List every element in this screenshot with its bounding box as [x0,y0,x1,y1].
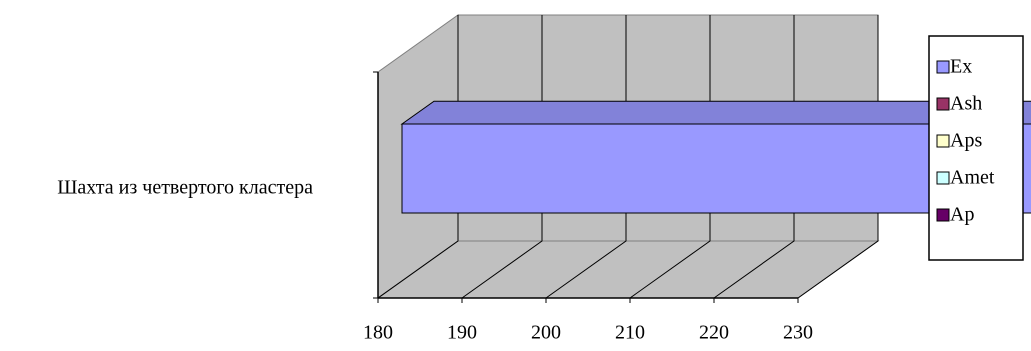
x-tick-label: 210 [615,322,645,344]
legend-swatch [936,97,950,111]
x-tick-label: 220 [699,322,729,344]
plot-area [373,14,1031,303]
x-tick-label: 180 [363,322,393,344]
bar-top [400,100,1031,125]
legend-label: Ash [950,93,982,115]
bar [401,123,1031,214]
category-label: Шахта из четвертого кластера [57,177,313,199]
floor [376,240,880,299]
legend-label: Ex [950,56,972,78]
grid-line [797,15,879,299]
grid-line [461,15,543,299]
legend-swatch [936,171,950,185]
grid-line [629,15,711,299]
x-tick-label: 190 [447,322,477,344]
legend-swatch [936,134,950,148]
legend-swatch [936,208,950,222]
legend-label: Aps [950,130,982,152]
legend-swatch [936,60,950,74]
x-tick-label: 230 [783,322,813,344]
grid-line [545,15,627,299]
grid-line [377,15,459,299]
legend-label: Amet [950,167,995,189]
x-tick-label: 200 [531,322,561,344]
grid-line [713,15,795,299]
legend-label: Ap [950,204,974,226]
